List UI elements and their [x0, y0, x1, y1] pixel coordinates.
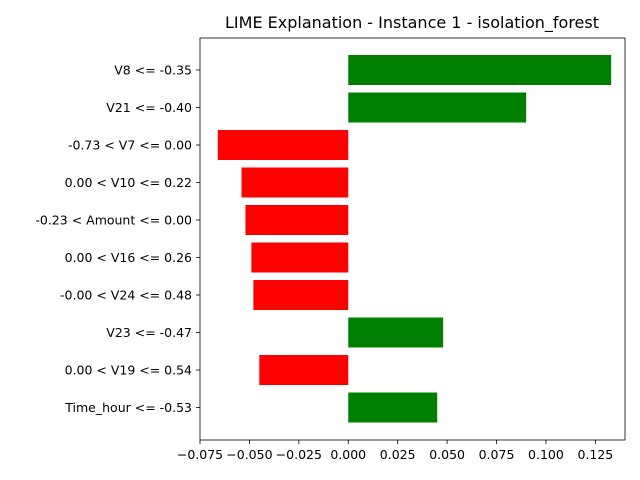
- x-tick-label: 0.075: [479, 447, 515, 462]
- x-tick-label: 0.100: [528, 447, 564, 462]
- y-tick-label: Time_hour <= -0.53: [64, 400, 192, 415]
- y-tick-label: 0.00 < V10 <= 0.22: [65, 175, 192, 190]
- y-tick-label: V8 <= -0.35: [114, 63, 192, 78]
- bar: [217, 130, 349, 160]
- chart-title: LIME Explanation - Instance 1 - isolatio…: [225, 13, 599, 33]
- bar: [348, 92, 527, 123]
- bars-group: [217, 55, 612, 423]
- bar: [241, 167, 349, 198]
- bar: [251, 242, 349, 273]
- bar: [259, 355, 349, 385]
- y-axis-ticks: V8 <= -0.35 V21 <= -0.40 -0.73 < V7 <= 0.0…: [35, 63, 200, 415]
- y-tick-label: -0.23 < Amount <= 0.00: [35, 213, 192, 228]
- x-tick-label: −0.025: [276, 447, 322, 462]
- y-tick-label: 0.00 < V16 <= 0.26: [65, 250, 192, 265]
- y-tick-label: V23 <= -0.47: [106, 325, 192, 340]
- y-tick-label: V21 <= -0.40: [106, 100, 192, 115]
- x-tick-label: 0.125: [577, 447, 613, 462]
- x-tick-label: 0.000: [330, 447, 366, 462]
- bar: [348, 55, 612, 85]
- bar: [348, 392, 438, 423]
- y-tick-label: 0.00 < V19 <= 0.54: [65, 363, 192, 378]
- x-tick-label: 0.025: [380, 447, 416, 462]
- plot-frame: [199, 37, 626, 441]
- y-tick-label: -0.73 < V7 <= 0.00: [68, 138, 192, 153]
- x-tick-label: 0.050: [429, 447, 465, 462]
- x-tick-label: −0.075: [177, 447, 223, 462]
- bar: [245, 205, 349, 235]
- bar: [348, 317, 444, 348]
- x-axis-ticks: −0.075 −0.050 −0.025 0.000 0.025 0.050 0.075 0.…: [177, 440, 613, 462]
- y-tick-label: -0.00 < V24 <= 0.48: [60, 288, 192, 303]
- bar: [253, 280, 349, 310]
- x-tick-label: −0.050: [226, 447, 272, 462]
